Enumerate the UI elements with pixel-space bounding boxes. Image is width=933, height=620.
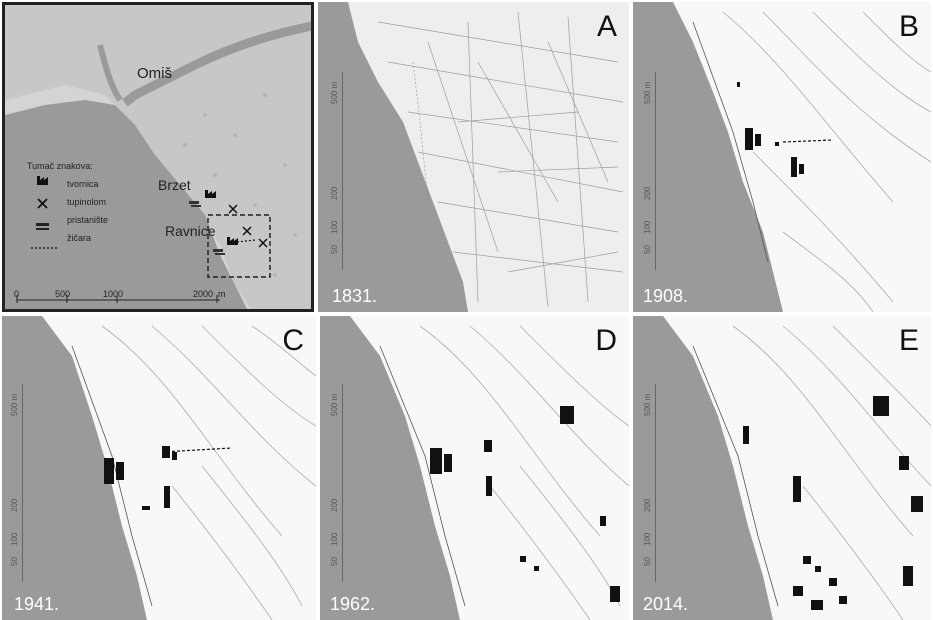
panel-scale-e: 500 m 200 100 50 (643, 384, 675, 584)
map-panel-a: A 1831. (318, 2, 629, 312)
overview-scalebar (16, 295, 220, 303)
panel-letter: D (595, 324, 617, 357)
panel-letter: E (898, 324, 919, 357)
panel-letter: C (282, 324, 304, 357)
legend-item-port: pristanište (67, 215, 109, 225)
panel-c-map (2, 316, 316, 620)
panel-scale-b: 500 m 200 100 50 (643, 72, 675, 272)
panel-b-buildings (737, 82, 804, 177)
scalebar-tick-2000: 2000 (193, 289, 214, 299)
panel-year: 1941. (14, 594, 60, 614)
panel-e-map (633, 316, 931, 620)
map-panel-e: E 2014. (633, 316, 931, 620)
panel-year: 1908. (643, 286, 689, 306)
legend-item-quarry: tupinolom (67, 197, 107, 207)
scalebar-unit: m (218, 289, 226, 299)
panel-b-map (633, 2, 931, 312)
panel-letter: A (596, 10, 617, 43)
panel-a-map (318, 2, 629, 312)
scalebar-tick-0: 0 (14, 289, 20, 299)
place-brzet: Brzet (158, 177, 191, 193)
panel-year: 2014. (643, 594, 689, 614)
study-area-box (207, 214, 271, 278)
panel-scale-d: 500 m 200 100 50 (330, 384, 362, 584)
legend-title: Tumač znakova: (27, 161, 93, 171)
panel-scale-a: 500 m 200 100 50 (330, 72, 362, 272)
port-icon (189, 201, 225, 255)
overview-terrain (5, 5, 311, 309)
place-ravnice: Ravnice (165, 223, 216, 239)
legend-item-factory: tvornica (67, 179, 99, 189)
panel-scale-c: 500 m 200 100 50 (10, 384, 42, 584)
map-panel-d: D 1962. (320, 316, 629, 620)
legend-item-cableway: žičara (67, 233, 92, 243)
panel-e-buildings (743, 396, 923, 610)
factory-icon (205, 190, 238, 245)
panel-year: 1831. (332, 286, 378, 306)
sea-area (5, 100, 247, 309)
overview-map: Omiš Brzet Ravnice Tumač znakova: tvorni… (2, 2, 314, 312)
map-panel-c: C 1941. (2, 316, 316, 620)
scalebar-tick-1000: 1000 (103, 289, 124, 299)
map-panel-b: B 1908. (633, 2, 931, 312)
place-omis: Omiš (137, 65, 172, 82)
quarry-icon (228, 204, 268, 248)
panel-c-buildings (104, 446, 177, 510)
panel-letter: B (898, 10, 919, 43)
scalebar-tick-500: 500 (55, 289, 71, 299)
panel-year: 1962. (330, 594, 376, 614)
panel-d-map (320, 316, 629, 620)
panel-d-buildings (430, 406, 620, 602)
